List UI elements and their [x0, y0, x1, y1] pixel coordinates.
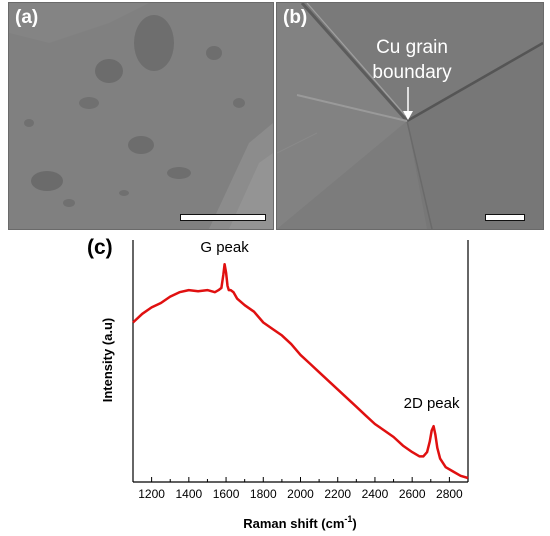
x-tick-label: 2000 — [287, 487, 314, 501]
grain-boundary-annotation: Cu grain boundary — [342, 35, 482, 85]
peak-annotation: G peak — [200, 239, 249, 256]
x-axis-title-sup: -1 — [344, 514, 352, 524]
x-tick-label: 2600 — [399, 487, 426, 501]
scale-bar-b — [485, 214, 525, 221]
annotation-line-1: Cu grain — [376, 37, 448, 58]
x-tick-label: 1200 — [138, 487, 165, 501]
x-axis-title-close: ) — [352, 516, 356, 531]
annotation-line-2: boundary — [372, 62, 452, 83]
panel-label-b: (b) — [283, 7, 308, 28]
sem-image-b-texture — [277, 3, 543, 229]
peak-annotation: 2D peak — [404, 395, 460, 412]
panel-label-a: (a) — [15, 7, 39, 28]
sem-image-a: (a) — [8, 2, 274, 230]
x-tick-label: 2800 — [436, 487, 463, 501]
sem-image-b: (b) Cu grain boundary — [276, 2, 544, 230]
x-tick-label: 2400 — [362, 487, 389, 501]
series-line — [132, 262, 469, 480]
arrow-icon — [403, 87, 413, 120]
x-tick-label: 2200 — [324, 487, 351, 501]
panel-label-c: (c) — [87, 236, 113, 259]
y-axis-title: Intensity (a.u) — [100, 318, 115, 403]
scale-bar-a — [180, 214, 266, 221]
x-tick-label: 1400 — [175, 487, 202, 501]
sem-image-a-texture — [9, 3, 273, 229]
x-tick-label: 1800 — [250, 487, 277, 501]
x-tick-label: 1600 — [213, 487, 240, 501]
x-axis-title-main: Raman shift (cm — [243, 516, 344, 531]
plot-area: 1200 1400 1600 1800 2000 2200 2400 2600 2800 G pe… — [132, 239, 469, 501]
x-axis-title: Raman shift (cm-1) — [243, 514, 357, 531]
